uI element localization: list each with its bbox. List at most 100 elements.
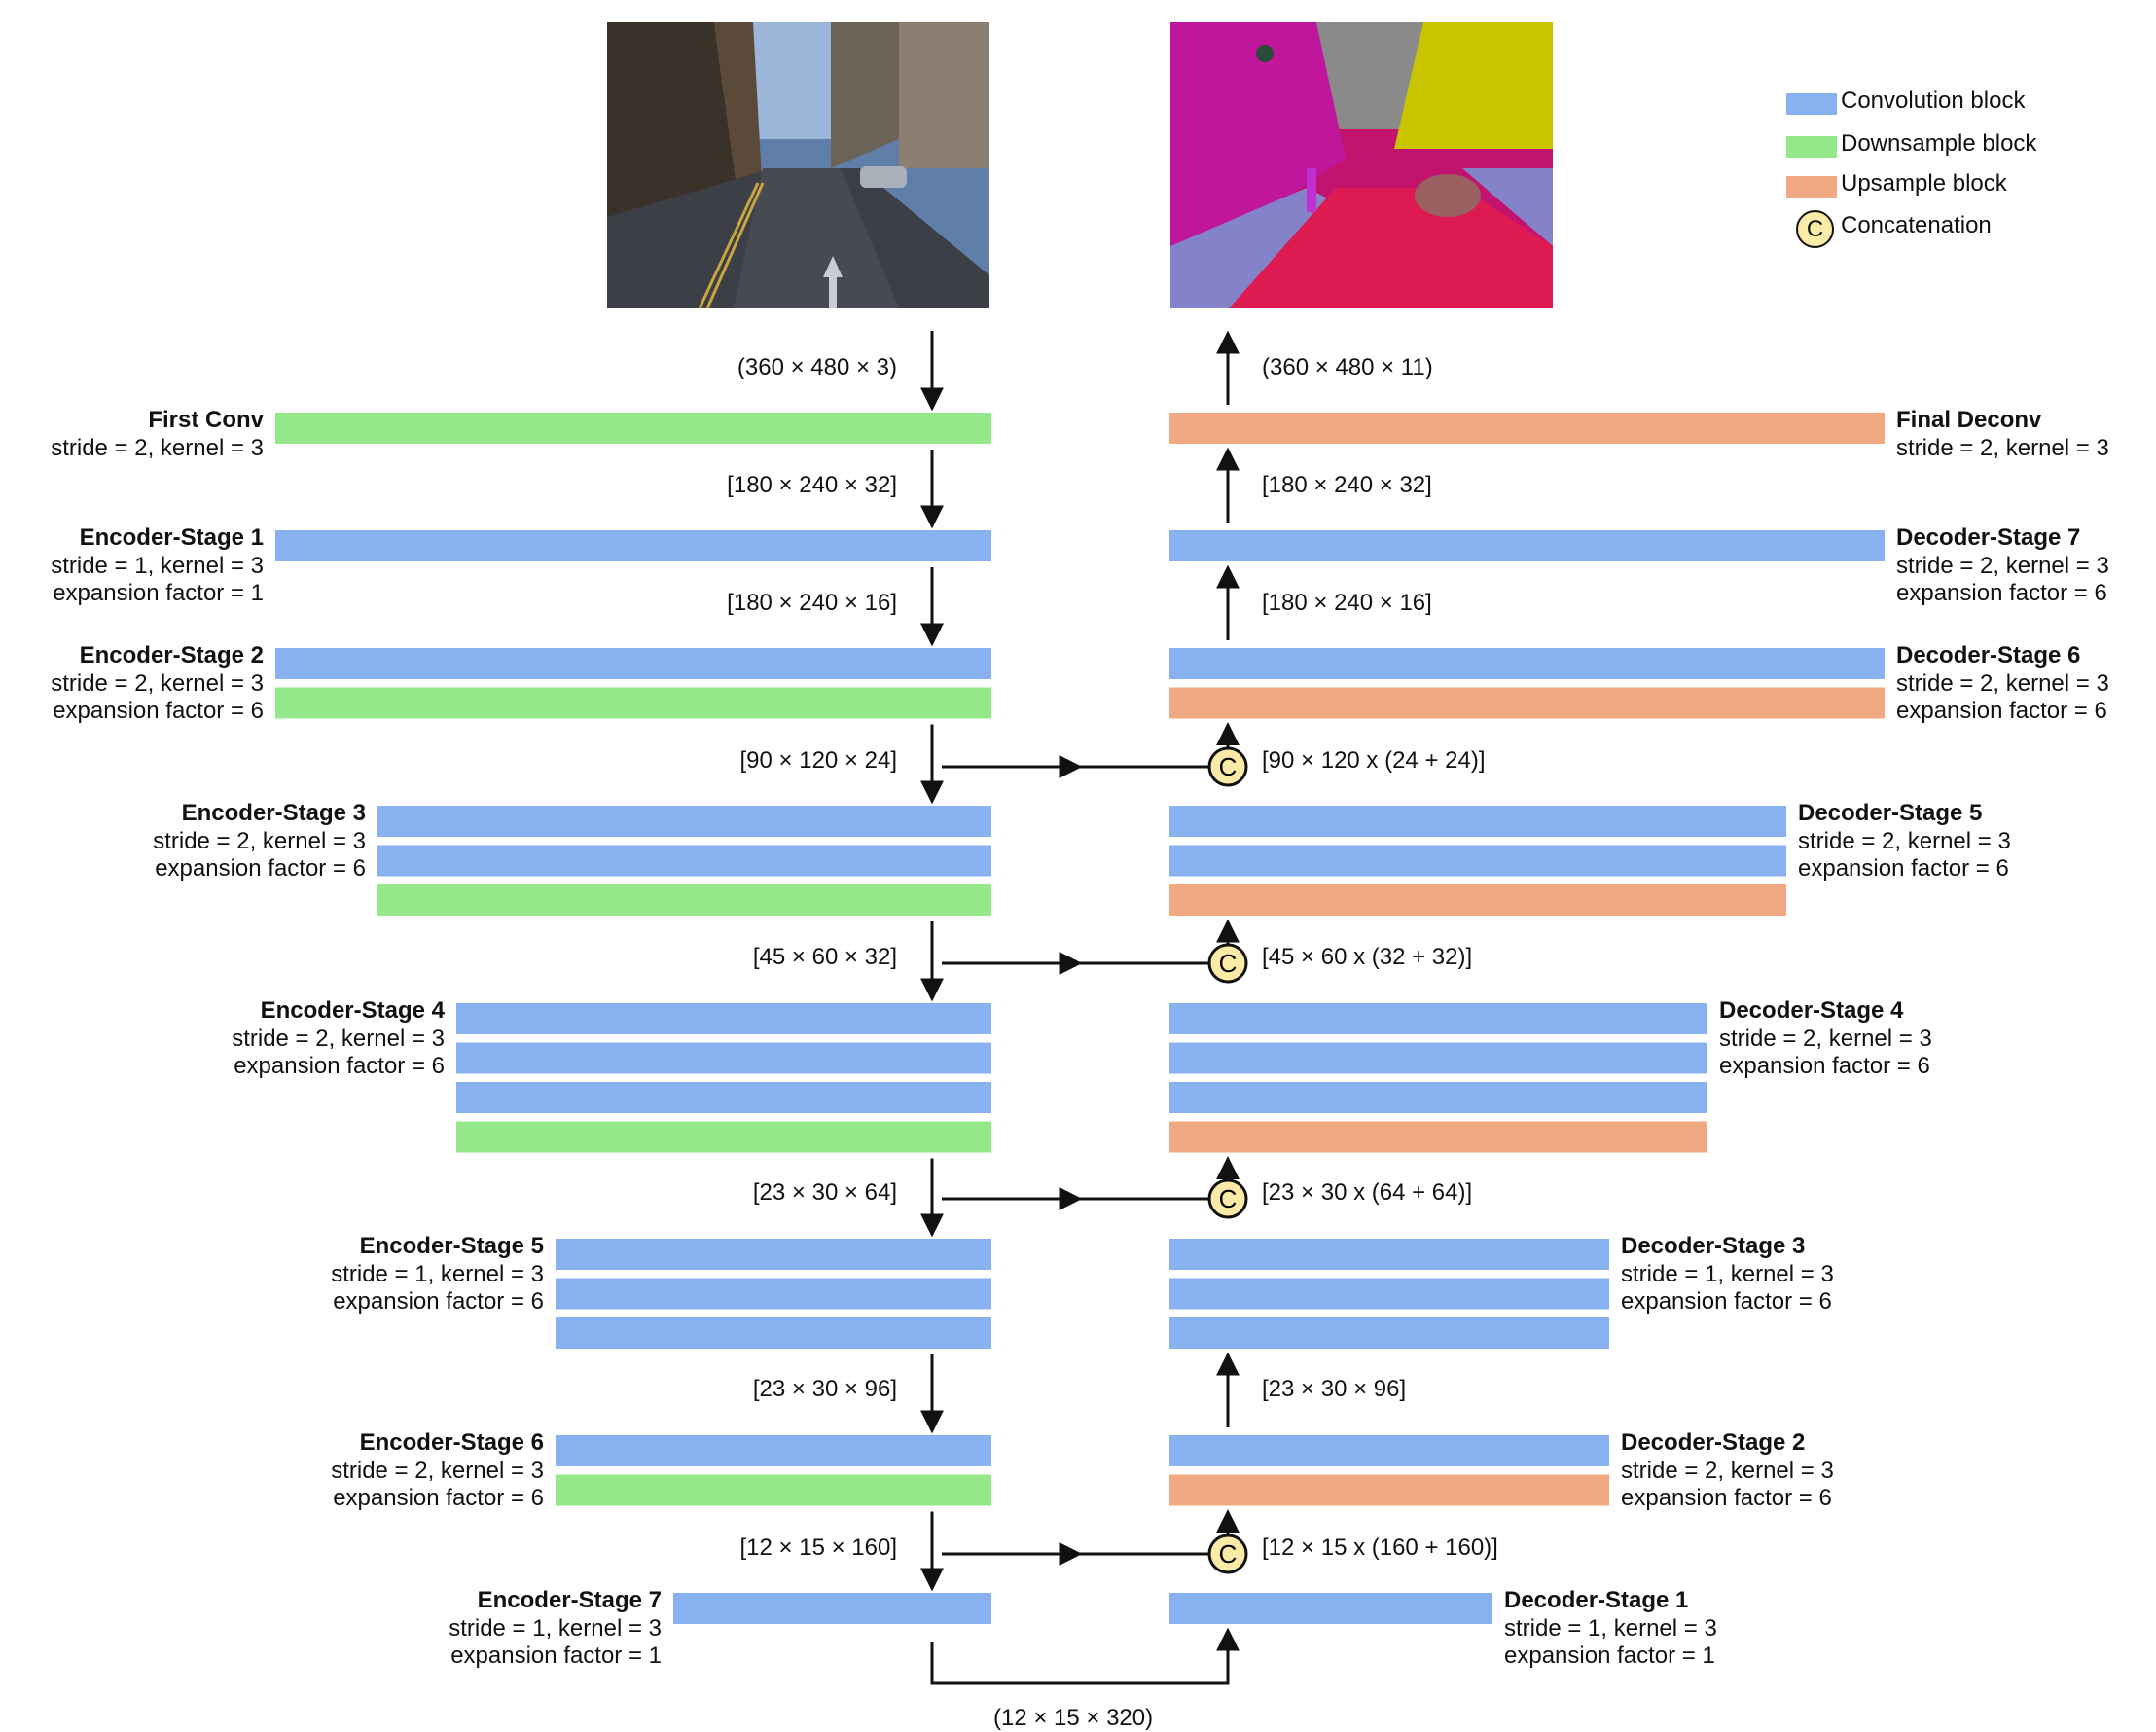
decoder-stage-6-convolution-block xyxy=(1169,1435,1609,1466)
encoder-stage-7-convolution-block xyxy=(673,1593,991,1624)
legend-convolution-label: Convolution block xyxy=(1841,88,2026,114)
decoder-stage-label-6: Decoder-Stage 2 stride = 2, kernel = 3 exp… xyxy=(1621,1429,1834,1513)
concatenation-circle xyxy=(1207,1178,1248,1219)
stage-param: expansion factor = 1 xyxy=(1504,1642,1715,1669)
convolution-swatch xyxy=(1786,93,1837,115)
stage-title: Encoder-Stage 5 xyxy=(359,1233,544,1259)
stage-param: expansion factor = 1 xyxy=(450,1642,662,1669)
stage-title: Decoder-Stage 3 xyxy=(1621,1233,1806,1259)
encoder-stage-label-6: Encoder-Stage 6 stride = 2, kernel = 3 exp… xyxy=(331,1429,544,1513)
encoder-dim-label-0: (360 × 480 × 3) xyxy=(737,354,897,380)
encoder-stage-2-convolution-block xyxy=(275,648,991,679)
decoder-stage-3-upsample-block xyxy=(1169,884,1786,916)
concatenation-letter: C xyxy=(1219,949,1238,978)
concatenation-circle xyxy=(1207,746,1248,787)
stage-title: Encoder-Stage 1 xyxy=(79,524,264,551)
encoder-stage-5-convolution-block xyxy=(556,1317,991,1349)
stage-title: Decoder-Stage 5 xyxy=(1798,800,1983,826)
decoder-stage-5-convolution-block xyxy=(1169,1239,1609,1270)
encoder-stage-label-1: Encoder-Stage 1 stride = 1, kernel = 3 exp… xyxy=(51,524,264,608)
stage-title: Decoder-Stage 4 xyxy=(1719,997,1904,1024)
stage-title: Decoder-Stage 1 xyxy=(1504,1587,1689,1613)
concatenation-letter: C xyxy=(1219,1184,1238,1213)
stage-title: First Conv xyxy=(148,407,264,433)
decoder-dim-label-4: [45 × 60 x (32 + 32)] xyxy=(1262,944,1473,970)
encoder-stage-4-downsample-block xyxy=(456,1121,991,1153)
encoder-stage-label-7: Encoder-Stage 7 stride = 1, kernel = 3 exp… xyxy=(449,1587,662,1671)
encoder-stage-label-2: Encoder-Stage 2 stride = 2, kernel = 3 exp… xyxy=(51,642,264,726)
decoder-stage-label-3: Decoder-Stage 5 stride = 2, kernel = 3 exp… xyxy=(1798,800,2011,884)
stage-title: Encoder-Stage 4 xyxy=(260,997,445,1024)
stage-param: stride = 2, kernel = 3 xyxy=(1798,827,2011,854)
stage-param: stride = 2, kernel = 3 xyxy=(1896,669,2109,697)
stage-param: expansion factor = 6 xyxy=(234,1053,445,1079)
stage-param: stride = 2, kernel = 3 xyxy=(51,434,264,461)
stage-param: stride = 1, kernel = 3 xyxy=(51,552,264,579)
encoder-dim-label-4: [45 × 60 × 32] xyxy=(752,944,897,970)
decoder-dim-label-5: [23 × 30 x (64 + 64)] xyxy=(1262,1179,1473,1206)
concatenation-node-2: C xyxy=(1207,1178,1248,1219)
decoder-stage-label-1: Decoder-Stage 7 stride = 2, kernel = 3 exp… xyxy=(1896,524,2109,608)
stage-param: stride = 1, kernel = 3 xyxy=(1504,1614,1717,1642)
decoder-dim-label-3: [90 × 120 x (24 + 24)] xyxy=(1262,747,1486,774)
encoder-dim-label-2: [180 × 240 × 16] xyxy=(727,590,897,616)
legend-concatenation-label: Concatenation xyxy=(1841,212,1992,238)
decoder-stage-0-upsample-block xyxy=(1169,413,1885,444)
encoder-stage-4-convolution-block xyxy=(456,1003,991,1034)
decoder-stage-4-convolution-block xyxy=(1169,1003,1707,1034)
stage-param: expansion factor = 6 xyxy=(1896,580,2107,606)
decoder-stage-5-convolution-block xyxy=(1169,1317,1609,1349)
stage-param: stride = 2, kernel = 3 xyxy=(331,1457,544,1484)
legend-convolution: Convolution block xyxy=(1786,84,2137,123)
stage-param: expansion factor = 6 xyxy=(1621,1485,1832,1511)
encoder-stage-label-0: First Conv stride = 2, kernel = 3 xyxy=(51,407,264,462)
stage-param: stride = 1, kernel = 3 xyxy=(449,1614,662,1642)
output-segmentation-image xyxy=(1170,22,1553,308)
downsample-swatch xyxy=(1786,136,1837,158)
concatenation-icon: C xyxy=(1796,210,1834,248)
encoder-dim-label-5: [23 × 30 × 64] xyxy=(752,1179,897,1206)
encoder-stage-2-downsample-block xyxy=(275,687,991,719)
stage-title: Decoder-Stage 2 xyxy=(1621,1429,1806,1456)
legend-downsample: Downsample block xyxy=(1786,126,2137,165)
bottleneck-arrow xyxy=(930,1627,1240,1685)
decoder-stage-3-convolution-block xyxy=(1169,806,1786,837)
encoder-dim-label-3: [90 × 120 × 24] xyxy=(739,747,897,774)
decoder-dim-label-6: [23 × 30 × 96] xyxy=(1262,1376,1407,1402)
stage-param: stride = 1, kernel = 3 xyxy=(331,1260,544,1287)
decoder-stage-label-5: Decoder-Stage 3 stride = 1, kernel = 3 exp… xyxy=(1621,1233,1834,1317)
stage-title: Encoder-Stage 3 xyxy=(181,800,366,826)
legend-upsample-label: Upsample block xyxy=(1841,170,2007,197)
encoder-stage-3-convolution-block xyxy=(377,845,991,877)
stage-title: Encoder-Stage 2 xyxy=(79,642,264,668)
encoder-dim-label-1: [180 × 240 × 32] xyxy=(727,472,897,498)
stage-param: stride = 2, kernel = 3 xyxy=(1896,552,2109,579)
decoder-stage-3-convolution-block xyxy=(1169,845,1786,877)
decoder-stage-label-4: Decoder-Stage 4 stride = 2, kernel = 3 exp… xyxy=(1719,997,1932,1081)
stage-param: stride = 1, kernel = 3 xyxy=(1621,1260,1834,1287)
encoder-stage-5-convolution-block xyxy=(556,1278,991,1310)
encoder-stage-label-4: Encoder-Stage 4 stride = 2, kernel = 3 exp… xyxy=(232,997,445,1081)
stage-title: Encoder-Stage 6 xyxy=(359,1429,544,1456)
decoder-stage-1-convolution-block xyxy=(1169,530,1885,561)
concatenation-node-0: C xyxy=(1207,746,1248,787)
encoder-stage-5-convolution-block xyxy=(556,1239,991,1270)
stage-param: stride = 2, kernel = 3 xyxy=(153,827,366,854)
encoder-stage-label-3: Encoder-Stage 3 stride = 2, kernel = 3 exp… xyxy=(153,800,366,884)
decoder-stage-4-convolution-block xyxy=(1169,1082,1707,1113)
encoder-dim-label-7: [12 × 15 × 160] xyxy=(739,1534,897,1561)
encoder-stage-4-convolution-block xyxy=(456,1042,991,1074)
stage-title: Decoder-Stage 6 xyxy=(1896,642,2081,668)
encoder-stage-3-convolution-block xyxy=(377,806,991,837)
decoder-dim-label-2: [180 × 240 × 16] xyxy=(1262,590,1432,616)
concatenation-letter: C xyxy=(1219,752,1238,781)
stage-param: expansion factor = 6 xyxy=(1798,855,2009,882)
decoder-stage-6-upsample-block xyxy=(1169,1474,1609,1506)
decoder-stage-5-convolution-block xyxy=(1169,1278,1609,1310)
decoder-stage-2-upsample-block xyxy=(1169,687,1885,719)
legend-downsample-label: Downsample block xyxy=(1841,130,2037,157)
stage-param: expansion factor = 6 xyxy=(333,1485,544,1511)
stage-param: stride = 2, kernel = 3 xyxy=(51,669,264,697)
decoder-stage-7-convolution-block xyxy=(1169,1593,1492,1624)
